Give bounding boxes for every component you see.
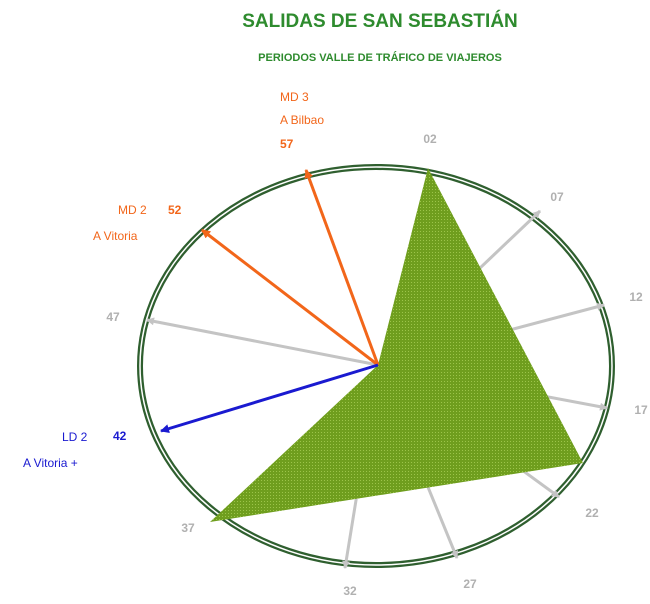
green-area <box>210 168 583 522</box>
arrow-47 <box>146 317 379 367</box>
minute-label: 12 <box>629 290 643 304</box>
minute-label: 47 <box>106 310 120 324</box>
title: SALIDAS DE SAN SEBASTIÁN <box>242 10 518 32</box>
minute-label: 02 <box>423 132 437 146</box>
train-service: LD 2 <box>62 430 88 444</box>
subtitle: PERIODOS VALLE DE TRÁFICO DE VIAJEROS <box>258 51 502 64</box>
train-minute: 57 <box>280 137 294 151</box>
clock-ring-inner <box>139 166 613 566</box>
minute-label: 37 <box>181 521 195 535</box>
train-destination: A Vitoria <box>93 229 138 243</box>
train-minute: 42 <box>113 429 127 443</box>
arrow-52 <box>201 228 379 367</box>
train-service: MD 2 <box>118 203 147 217</box>
minute-label: 32 <box>343 584 357 598</box>
arrow-42 <box>160 363 379 433</box>
train-destination: A Bilbao <box>280 113 324 127</box>
arrow-57 <box>304 169 380 366</box>
train-minute: 52 <box>168 203 182 217</box>
minute-label: 27 <box>463 577 477 591</box>
minute-label: 17 <box>634 403 648 417</box>
minute-label: 22 <box>585 506 599 520</box>
minute-label: 07 <box>550 190 564 204</box>
train-service: MD 3 <box>280 90 309 104</box>
train-destination: A Vitoria + <box>23 456 78 470</box>
